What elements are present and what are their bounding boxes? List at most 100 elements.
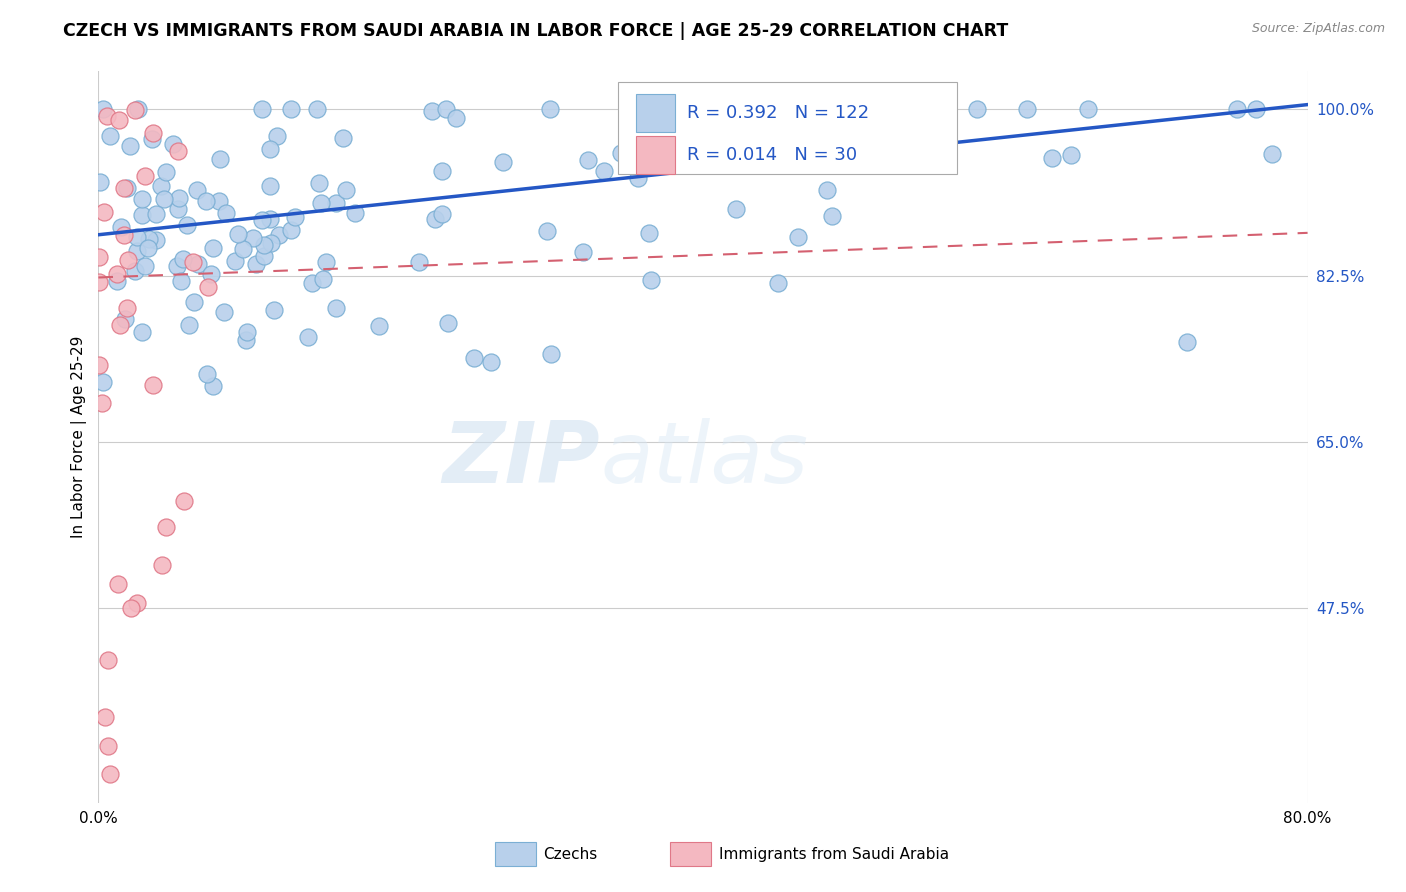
Point — [966, 103, 988, 117]
Point — [1226, 103, 1249, 117]
Point — [167, 144, 190, 158]
Point — [138, 232, 160, 246]
Point — [155, 520, 177, 534]
Point — [312, 272, 335, 286]
Point — [197, 280, 219, 294]
Point — [212, 304, 235, 318]
Point — [114, 311, 136, 326]
Point — [592, 164, 614, 178]
Point — [89, 175, 111, 189]
Point — [87, 359, 110, 373]
Point — [1017, 103, 1039, 117]
Point — [141, 131, 163, 145]
Point — [202, 379, 225, 393]
Point — [236, 326, 259, 340]
Point — [176, 218, 198, 232]
Point — [849, 103, 872, 117]
Point — [183, 295, 205, 310]
Point — [1060, 148, 1083, 162]
Point — [131, 326, 153, 340]
Point — [142, 378, 165, 392]
Point — [259, 211, 281, 226]
Point — [117, 253, 139, 268]
FancyBboxPatch shape — [619, 82, 957, 174]
Point — [183, 254, 205, 268]
Point — [280, 103, 302, 117]
Point — [479, 355, 502, 369]
Point — [260, 235, 283, 250]
Point — [108, 318, 131, 332]
Point — [250, 103, 273, 117]
Text: ZIP: ZIP — [443, 417, 600, 500]
Point — [136, 241, 159, 255]
Point — [344, 206, 367, 220]
Point — [200, 267, 222, 281]
Point — [91, 375, 114, 389]
Point — [125, 244, 148, 258]
Point — [226, 227, 249, 241]
Point — [107, 577, 129, 591]
Point — [127, 596, 149, 610]
Point — [430, 207, 453, 221]
Point — [253, 238, 276, 252]
Point — [368, 318, 391, 333]
Point — [297, 330, 319, 344]
Text: Czechs: Czechs — [543, 847, 598, 862]
Point — [195, 194, 218, 209]
Point — [149, 178, 172, 193]
Point — [536, 224, 558, 238]
Point — [309, 196, 332, 211]
Point — [702, 103, 724, 117]
Point — [315, 254, 337, 268]
Point — [325, 196, 347, 211]
FancyBboxPatch shape — [671, 841, 711, 866]
Point — [153, 192, 176, 206]
FancyBboxPatch shape — [495, 841, 536, 866]
Point — [121, 601, 143, 615]
Point — [284, 210, 307, 224]
Point — [538, 103, 561, 117]
Point — [699, 154, 721, 169]
Text: R = 0.014   N = 30: R = 0.014 N = 30 — [688, 146, 858, 164]
Point — [252, 213, 274, 227]
Point — [768, 277, 790, 291]
Point — [172, 252, 194, 266]
Point — [96, 109, 118, 123]
Point — [266, 128, 288, 143]
Point — [145, 233, 167, 247]
Point — [100, 767, 122, 781]
Point — [463, 351, 485, 366]
Point — [437, 317, 460, 331]
Point — [640, 272, 662, 286]
Point — [1040, 151, 1063, 165]
Point — [94, 710, 117, 724]
Point — [114, 228, 136, 243]
Point — [301, 277, 323, 291]
Point — [124, 263, 146, 277]
Point — [173, 494, 195, 508]
Point — [610, 146, 633, 161]
Point — [150, 558, 173, 573]
Point — [117, 301, 139, 315]
Point — [112, 181, 135, 195]
Point — [1244, 103, 1267, 117]
Point — [787, 230, 810, 244]
Point — [166, 202, 188, 217]
Point — [166, 260, 188, 274]
Point — [332, 131, 354, 145]
Text: R = 0.392   N = 122: R = 0.392 N = 122 — [688, 103, 869, 122]
Text: Immigrants from Saudi Arabia: Immigrants from Saudi Arabia — [718, 847, 949, 862]
Point — [97, 653, 120, 667]
Point — [167, 191, 190, 205]
Text: Source: ZipAtlas.com: Source: ZipAtlas.com — [1251, 22, 1385, 36]
Point — [201, 241, 224, 255]
Point — [325, 301, 347, 315]
Point — [576, 153, 599, 167]
Point — [263, 303, 285, 318]
Point — [134, 259, 156, 273]
Point — [920, 106, 942, 120]
Point — [308, 176, 330, 190]
Point — [252, 249, 274, 263]
Point — [170, 274, 193, 288]
Point — [162, 136, 184, 151]
